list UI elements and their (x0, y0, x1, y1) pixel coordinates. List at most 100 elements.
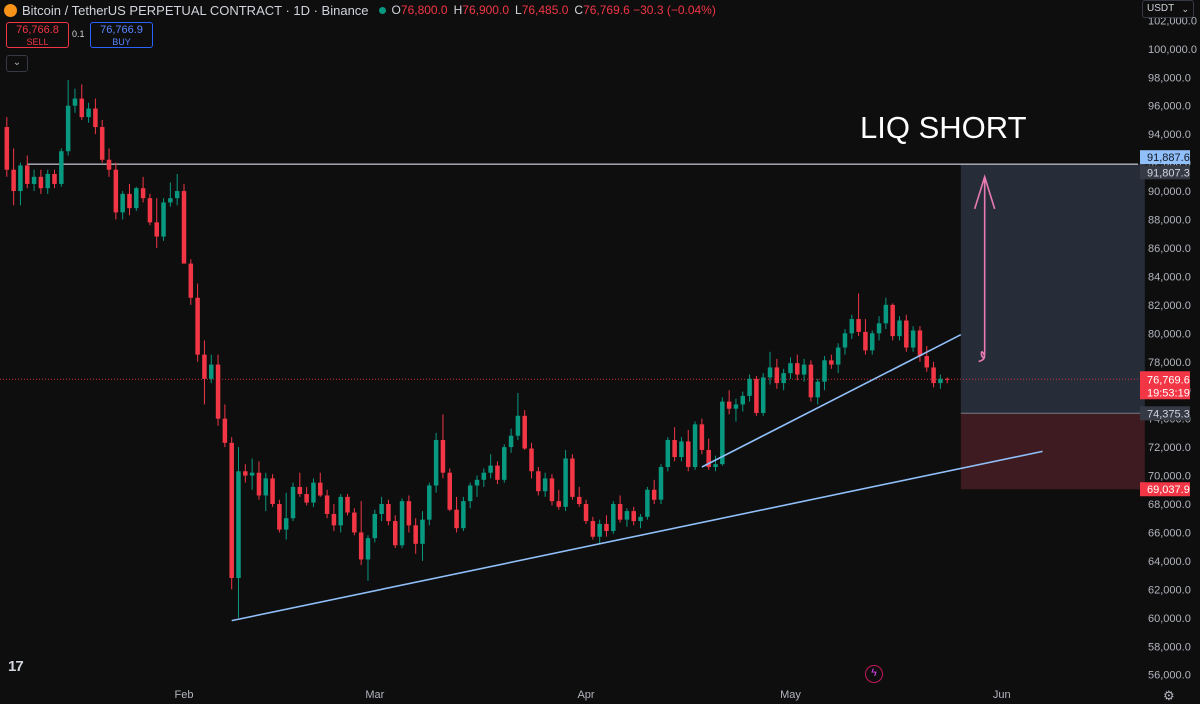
candle-body (365, 538, 371, 560)
candle-body (876, 323, 882, 334)
buy-button[interactable]: 76,766.9 BUY (90, 22, 153, 48)
candle-body (624, 511, 630, 520)
price-label-box (1140, 482, 1190, 497)
buy-price: 76,766.9 (100, 24, 143, 36)
candle-body (672, 439, 677, 458)
candle-body (168, 198, 173, 203)
currency-selector[interactable]: USDT ⌄ (1142, 0, 1194, 18)
candle-body (386, 504, 391, 522)
current-price-box (1140, 371, 1190, 400)
candle-body (229, 442, 234, 578)
candle-body (324, 495, 330, 514)
sell-button[interactable]: 76,766.8 SELL (6, 22, 69, 48)
candle-body (243, 471, 248, 476)
candle-body (161, 202, 166, 237)
chevron-down-icon: ⌄ (1181, 4, 1189, 14)
y-tick-label: 98,000.0 (1148, 72, 1191, 84)
gear-icon[interactable]: ⚙ (1163, 688, 1175, 703)
candle-body (331, 513, 337, 526)
candle-body (277, 504, 282, 530)
candle-body (420, 519, 425, 544)
candle-body (815, 381, 820, 398)
lightning-icon[interactable]: ϟ (865, 665, 883, 683)
candle-body (944, 378, 950, 380)
candle-body (638, 516, 643, 522)
candle-body (774, 367, 780, 384)
candle-body (604, 523, 609, 532)
candle-body (767, 367, 773, 378)
close-label: C (574, 3, 584, 17)
candle-body (467, 485, 473, 502)
candle-body (113, 169, 119, 213)
candle-body (822, 360, 827, 382)
candle-body (270, 478, 275, 504)
candle-body (311, 482, 316, 503)
candle-body (488, 465, 493, 473)
sell-price: 76,766.8 (16, 24, 59, 36)
candle-body (106, 159, 112, 170)
candle-body (781, 373, 786, 384)
candle-body (461, 501, 466, 529)
candle-body (795, 363, 800, 375)
candle-body (236, 471, 241, 578)
candle-body (686, 441, 691, 468)
candle-body (549, 478, 555, 502)
x-tick-label: Apr (577, 689, 594, 701)
bitcoin-icon (4, 3, 17, 17)
candle-body (863, 331, 868, 351)
candle-body (433, 439, 439, 486)
candle-body (188, 263, 194, 298)
candle-body (726, 401, 732, 409)
candle-body (406, 501, 412, 526)
candle-body (665, 439, 671, 468)
y-tick-label: 56,000.0 (1148, 670, 1191, 682)
currency-label: USDT (1147, 3, 1175, 14)
candle-body (154, 222, 159, 237)
candle-body (427, 485, 432, 520)
symbol-title[interactable]: Bitcoin / TetherUS PERPETUAL CONTRACT · … (22, 2, 369, 18)
candle-body (611, 504, 616, 532)
y-tick-label: 60,000.0 (1148, 613, 1191, 625)
candle-body (79, 98, 85, 118)
candle-body (283, 518, 289, 530)
candle-body (215, 364, 221, 419)
candle-body (754, 378, 759, 413)
candle-body (52, 173, 57, 184)
candle-body (120, 193, 125, 213)
candle-body (413, 525, 418, 544)
candle-body (345, 496, 350, 513)
candle-body (195, 297, 200, 355)
y-tick-label: 68,000.0 (1148, 499, 1191, 511)
candle-body (481, 472, 487, 480)
candle-body (379, 504, 384, 514)
buy-label: BUY (112, 37, 131, 47)
candle-body (788, 363, 793, 374)
candle-body (869, 333, 875, 351)
collapse-chevron-icon[interactable]: ⌄ (6, 55, 28, 72)
candle-body (842, 333, 848, 348)
candle-body (38, 176, 44, 189)
y-tick-label: 62,000.0 (1148, 584, 1191, 596)
candle-body (440, 439, 446, 473)
candle-body (747, 378, 752, 396)
candle-body (65, 105, 71, 152)
y-tick-label: 84,000.0 (1148, 271, 1191, 283)
candle-body (18, 165, 23, 192)
low-value: 76,485.0 (521, 3, 569, 17)
candle-body (25, 165, 30, 184)
y-tick-label: 96,000.0 (1148, 101, 1191, 113)
candle-body (222, 418, 228, 443)
stop-zone (960, 413, 1145, 490)
candle-body (515, 415, 521, 436)
candle-body (140, 188, 146, 199)
tradingview-logo-icon: 17 (8, 658, 24, 675)
target-zone (960, 164, 1145, 414)
candle-body (917, 330, 923, 357)
candle-body (570, 458, 575, 497)
candle-body (174, 191, 180, 199)
candle-body (740, 395, 746, 405)
candle-body (576, 496, 582, 504)
candle-body (454, 509, 459, 529)
candle-body (338, 496, 343, 526)
